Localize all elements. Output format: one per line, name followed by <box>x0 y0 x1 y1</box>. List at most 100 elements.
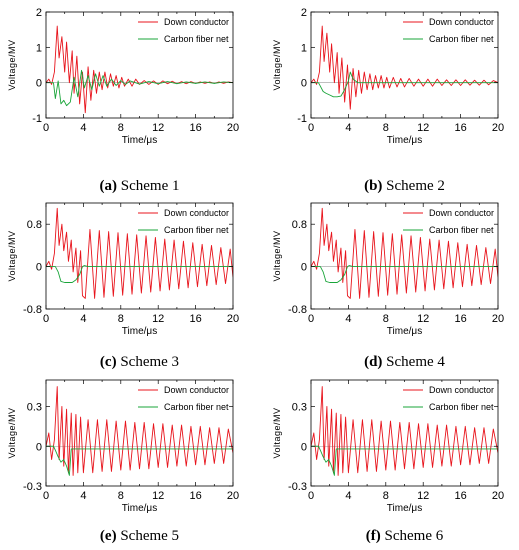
x-tick-label: 8 <box>383 122 389 134</box>
x-tick-label: 4 <box>345 122 351 134</box>
x-tick-label: 16 <box>189 313 201 325</box>
y-tick-label: -1 <box>32 113 42 125</box>
y-tick-label: -1 <box>297 113 307 125</box>
y-tick-label: 0 <box>36 78 42 90</box>
y-tick-label: 0 <box>301 78 307 90</box>
plot-frame <box>310 202 499 310</box>
x-tick-label: 4 <box>345 313 351 325</box>
y-tick-label: 0 <box>301 441 307 453</box>
series-line-2 <box>46 445 233 476</box>
x-tick-label: 4 <box>345 490 351 502</box>
x-tick-label: 16 <box>189 122 201 134</box>
y-tick-label: 2 <box>301 7 307 19</box>
legend-entry-2: Carbon fiber net <box>164 34 229 44</box>
panel-caption: (a) Scheme 1 <box>100 178 180 194</box>
panel-caption: (e) Scheme 5 <box>100 528 179 544</box>
y-tick-label: 0.8 <box>292 219 307 231</box>
legend-entry-2: Carbon fiber net <box>164 225 229 235</box>
series-line-2 <box>311 265 498 283</box>
y-tick-label: 0.8 <box>27 219 42 231</box>
plot-frame <box>45 202 234 310</box>
x-tick-label: 8 <box>118 313 124 325</box>
x-tick-label: 12 <box>417 122 429 134</box>
series-line-1 <box>311 25 498 110</box>
panel-caption-text: Scheme 6 <box>381 528 444 544</box>
y-tick-label: 1 <box>301 42 307 54</box>
panel-caption-letter: (a) <box>100 178 118 194</box>
x-axis-label: Time/μs <box>122 135 157 146</box>
panel-caption-letter: (e) <box>100 528 117 544</box>
legend-entry-1: Down conductor <box>164 385 229 395</box>
x-tick-label: 16 <box>454 490 466 502</box>
x-tick-label: 8 <box>383 313 389 325</box>
y-axis-label: Voltage/MV <box>272 407 282 458</box>
plot-frame <box>310 11 499 119</box>
legend-entry-1: Down conductor <box>429 208 494 218</box>
x-tick-label: 20 <box>227 313 239 325</box>
x-tick-label: 0 <box>43 490 49 502</box>
plot-frame <box>310 379 499 487</box>
legend-entry-1: Down conductor <box>429 17 494 27</box>
x-tick-label: 12 <box>417 490 429 502</box>
x-tick-label: 16 <box>454 122 466 134</box>
series-line-2 <box>46 69 233 107</box>
panel-caption: (c) Scheme 3 <box>100 354 179 370</box>
legend-entry-1: Down conductor <box>164 17 229 27</box>
x-tick-label: 12 <box>152 490 164 502</box>
x-tick-label: 20 <box>492 313 504 325</box>
x-axis-label: Time/μs <box>387 326 422 337</box>
x-tick-label: 8 <box>383 490 389 502</box>
panel-caption-letter: (d) <box>364 354 382 370</box>
y-tick-label: 0.3 <box>27 402 42 414</box>
series-line-2 <box>311 71 498 98</box>
x-tick-label: 0 <box>308 490 314 502</box>
x-tick-label: 12 <box>417 313 429 325</box>
x-tick-label: 20 <box>227 490 239 502</box>
x-tick-label: 12 <box>152 313 164 325</box>
panel-caption-text: Scheme 2 <box>382 178 444 194</box>
x-tick-label: 8 <box>118 490 124 502</box>
y-tick-label: -0.3 <box>288 481 307 493</box>
y-tick-label: 2 <box>36 7 42 19</box>
y-tick-label: -0.8 <box>288 304 307 316</box>
x-axis-label: Time/μs <box>387 135 422 146</box>
legend-entry-2: Carbon fiber net <box>429 34 494 44</box>
panel-caption-text: Scheme 1 <box>117 178 179 194</box>
x-tick-label: 20 <box>492 490 504 502</box>
x-tick-label: 8 <box>118 122 124 134</box>
x-tick-label: 0 <box>43 313 49 325</box>
x-tick-label: 16 <box>454 313 466 325</box>
series-line-1 <box>46 386 233 476</box>
panel-caption-text: Scheme 5 <box>117 528 179 544</box>
y-axis-label: Voltage/MV <box>272 39 282 90</box>
panel-caption-letter: (c) <box>100 354 117 370</box>
y-tick-label: 0 <box>36 262 42 274</box>
series-line-1 <box>311 386 498 476</box>
legend-entry-2: Carbon fiber net <box>429 225 494 235</box>
series-line-1 <box>311 207 498 299</box>
plot-frame <box>45 379 234 487</box>
panel-caption-text: Scheme 3 <box>117 354 179 370</box>
series-line-1 <box>46 25 233 114</box>
x-tick-label: 16 <box>189 490 201 502</box>
x-axis-label: Time/μs <box>387 503 422 514</box>
x-axis-label: Time/μs <box>122 326 157 337</box>
y-axis-label: Voltage/MV <box>7 230 17 281</box>
panel-caption: (b) Scheme 2 <box>364 178 445 194</box>
x-tick-label: 0 <box>308 313 314 325</box>
x-tick-label: 12 <box>152 122 164 134</box>
panel-caption-text: Scheme 4 <box>382 354 445 370</box>
x-tick-label: 4 <box>80 313 86 325</box>
panel-caption-letter: (b) <box>364 178 382 194</box>
panel-caption: (d) Scheme 4 <box>364 354 445 370</box>
legend-entry-2: Carbon fiber net <box>429 402 494 412</box>
y-tick-label: 0.3 <box>292 402 307 414</box>
series-line-1 <box>46 207 233 299</box>
